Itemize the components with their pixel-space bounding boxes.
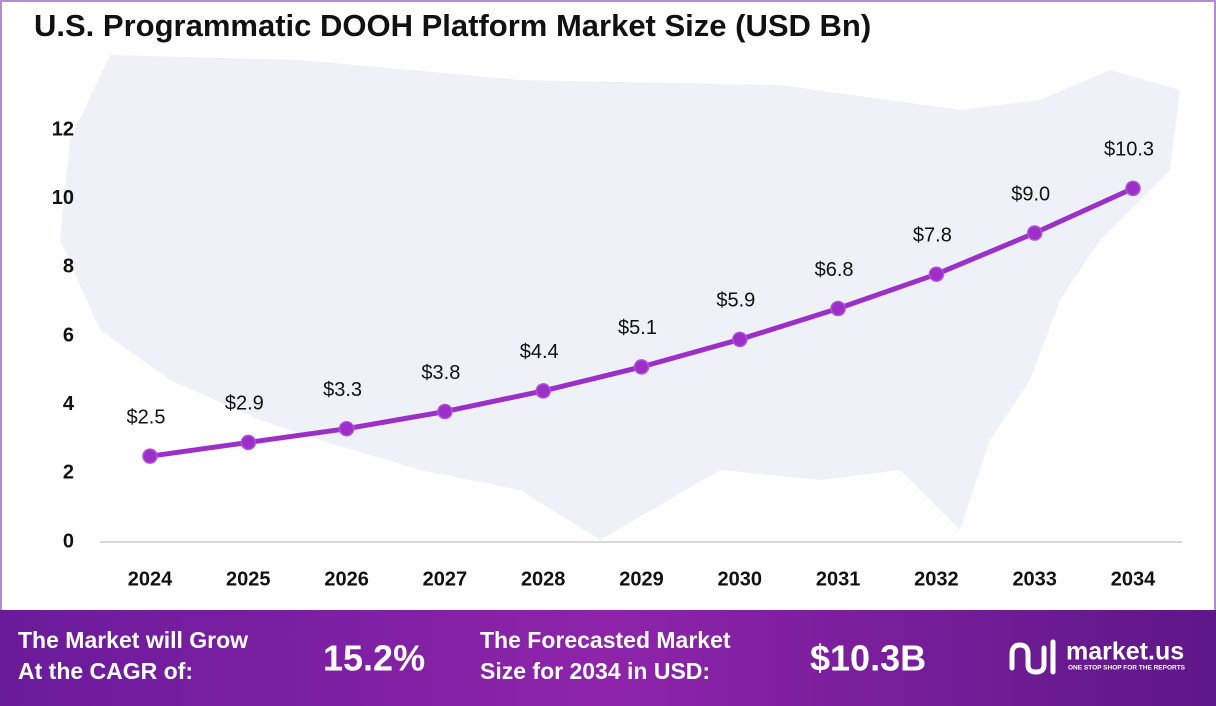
brand: market.us <box>1066 638 1184 666</box>
data-label: $5.1 <box>618 317 657 339</box>
point <box>830 300 846 317</box>
data-label: $9.0 <box>1011 183 1050 205</box>
x-tick-label: 2029 <box>619 568 664 590</box>
tagline: ONE STOP SHOP FOR THE REPORTS <box>1068 665 1186 672</box>
point <box>535 383 551 399</box>
x-tick-label: 2028 <box>521 568 566 590</box>
point <box>338 420 355 437</box>
x-tick-label: 2032 <box>914 568 959 590</box>
data-label: $2.5 <box>127 406 166 428</box>
cagr-value: 15.2% <box>323 638 425 679</box>
forecast-text: The Forecasted Market <box>480 627 731 653</box>
y-tick-label: 4 <box>63 393 75 415</box>
point <box>142 448 158 464</box>
x-tick-label: 2025 <box>226 568 271 590</box>
point <box>732 331 748 348</box>
x-tick-label: 2030 <box>718 568 763 590</box>
data-label: $3.8 <box>421 362 460 384</box>
x-tick-label: 2026 <box>324 568 369 590</box>
data-label: $5.9 <box>716 290 755 312</box>
cagr-text: At the CAGR of: <box>18 658 193 684</box>
x-tick-label: 2027 <box>423 568 468 590</box>
y-tick-label: 10 <box>52 187 74 209</box>
forecast-text: Size for 2034 in USD: <box>480 658 710 684</box>
y-tick-label: 8 <box>63 256 74 278</box>
logo-icon <box>1009 639 1056 675</box>
x-tick-label: 2031 <box>816 568 861 590</box>
data-label: $3.3 <box>323 379 362 401</box>
point <box>1125 180 1141 197</box>
y-tick-label: 12 <box>52 118 74 140</box>
point <box>437 403 453 420</box>
map-background <box>60 55 1180 540</box>
y-tick-label: 2 <box>63 462 74 484</box>
x-tick-label: 2024 <box>128 568 173 590</box>
y-tick-label: 6 <box>63 324 74 346</box>
chart-title: U.S. Programmatic DOOH Platform Market S… <box>34 8 871 43</box>
data-label: $4.4 <box>520 341 559 363</box>
data-label: $6.8 <box>815 259 854 281</box>
point <box>240 434 257 451</box>
data-label: $10.3 <box>1104 139 1154 161</box>
forecast-value: $10.3B <box>810 638 926 679</box>
data-label: $2.9 <box>225 393 264 415</box>
cagr-text: The Market will Grow <box>18 627 248 653</box>
x-tick-label: 2033 <box>1012 568 1057 590</box>
y-tick-label: 0 <box>63 530 74 552</box>
x-tick-label: 2034 <box>1111 568 1156 590</box>
data-label: $7.8 <box>913 224 952 246</box>
point <box>928 266 945 282</box>
point <box>1026 225 1043 241</box>
point <box>633 359 650 375</box>
